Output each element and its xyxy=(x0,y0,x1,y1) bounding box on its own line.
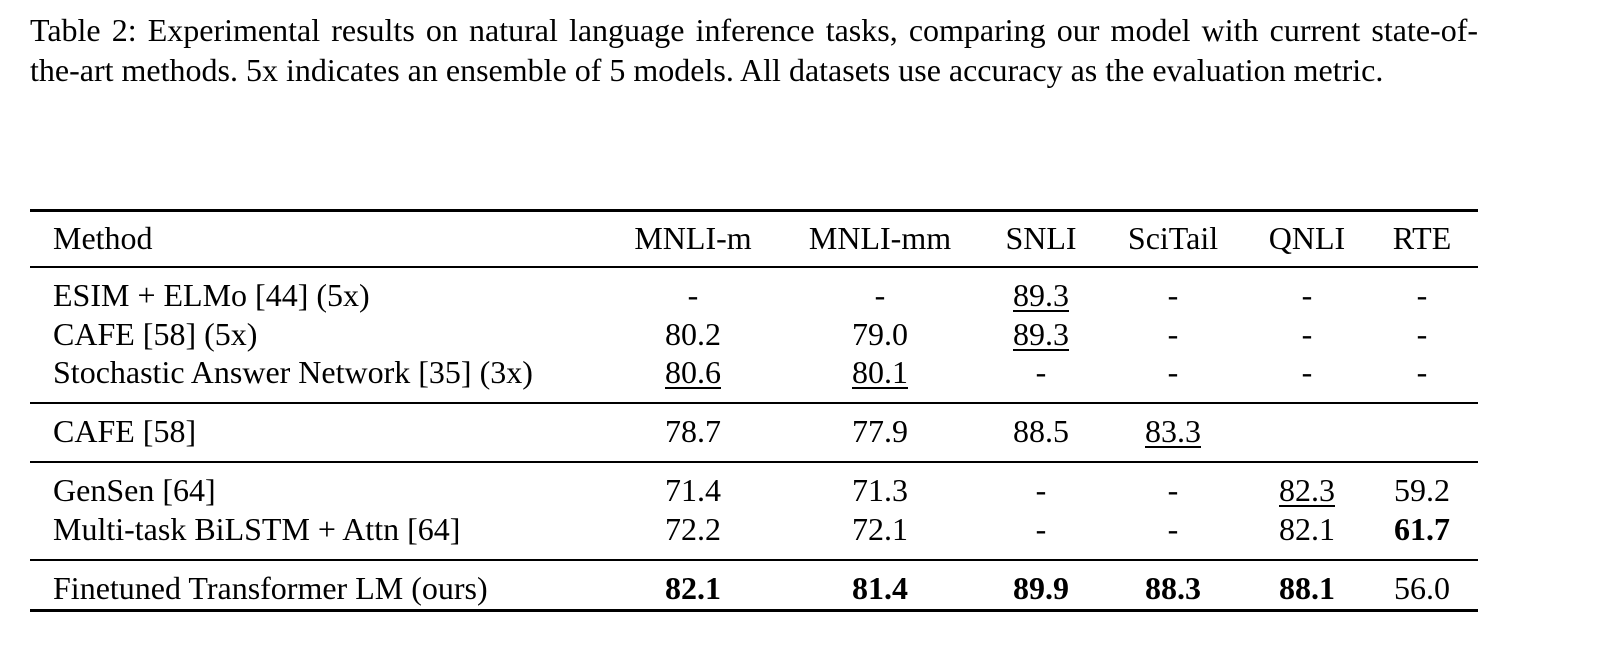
value-cell: - xyxy=(1167,510,1179,547)
value-cell: 83.3 xyxy=(1145,413,1201,449)
value-cell: 88.1 xyxy=(1279,569,1335,606)
value-cell: 71.3 xyxy=(852,472,908,508)
value-cell: - xyxy=(1167,472,1179,508)
table-rule xyxy=(30,609,1478,612)
value-cell: 59.2 xyxy=(1394,472,1450,508)
table-rule xyxy=(30,209,1478,212)
value-cell: - xyxy=(1416,277,1428,313)
table-rule xyxy=(30,461,1478,463)
value-cell: - xyxy=(1035,472,1047,508)
method-cell: Stochastic Answer Network [35] (3x) xyxy=(53,354,533,390)
method-cell: CAFE [58] xyxy=(53,413,197,449)
value-cell: 78.7 xyxy=(665,413,721,449)
value-cell: 56.0 xyxy=(1394,569,1450,606)
method-cell: Multi-task BiLSTM + Attn [64] xyxy=(53,510,461,547)
header-cell: SciTail xyxy=(1127,220,1219,256)
value-cell: - xyxy=(1416,315,1428,352)
method-cell: ESIM + ELMo [44] (5x) xyxy=(53,277,370,313)
value-cell: - xyxy=(1035,354,1047,390)
value-cell: 79.0 xyxy=(852,315,908,352)
value-cell: 72.1 xyxy=(852,510,908,547)
value-cell: 80.2 xyxy=(665,315,721,352)
method-cell: Finetuned Transformer LM (ours) xyxy=(53,569,488,606)
header-cell: MNLI-mm xyxy=(808,220,952,256)
value-cell: - xyxy=(874,277,886,313)
method-cell: CAFE [58] (5x) xyxy=(53,315,258,352)
value-cell: - xyxy=(1167,315,1179,352)
table-rule xyxy=(30,402,1478,404)
table-rule xyxy=(30,266,1478,268)
value-cell: - xyxy=(1416,354,1428,390)
header-cell: Method xyxy=(53,220,153,256)
value-cell: 89.3 xyxy=(1013,277,1069,313)
header-cell: MNLI-m xyxy=(634,220,752,256)
value-cell: 89.9 xyxy=(1013,569,1069,606)
value-cell: 89.3 xyxy=(1013,315,1069,352)
value-cell: - xyxy=(1301,315,1313,352)
header-cell: RTE xyxy=(1392,220,1452,256)
table-caption: Table 2: Experimental results on natural… xyxy=(30,12,1478,88)
table-rule xyxy=(30,558,1478,561)
value-cell: - xyxy=(1035,510,1047,547)
header-cell: QNLI xyxy=(1268,220,1346,256)
value-cell: 88.5 xyxy=(1013,413,1069,449)
value-cell: 77.9 xyxy=(852,413,908,449)
value-cell: 82.3 xyxy=(1279,472,1335,508)
method-cell: GenSen [64] xyxy=(53,472,216,508)
value-cell: 61.7 xyxy=(1394,510,1450,547)
value-cell: - xyxy=(1301,354,1313,390)
value-cell: 81.4 xyxy=(852,569,908,606)
value-cell: 88.3 xyxy=(1145,569,1201,606)
value-cell: 82.1 xyxy=(665,569,721,606)
value-cell: 82.1 xyxy=(1279,510,1335,547)
value-cell: 71.4 xyxy=(665,472,721,508)
value-cell: - xyxy=(1167,354,1179,390)
value-cell: 72.2 xyxy=(665,510,721,547)
value-cell: - xyxy=(1167,277,1179,313)
header-cell: SNLI xyxy=(1005,220,1077,256)
value-cell: 80.6 xyxy=(665,354,721,390)
value-cell: 80.1 xyxy=(852,354,908,390)
value-cell: - xyxy=(687,277,699,313)
value-cell: - xyxy=(1301,277,1313,313)
